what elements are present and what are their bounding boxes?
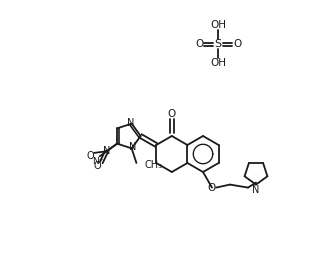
- Text: N: N: [252, 185, 260, 195]
- Text: N: N: [129, 142, 136, 152]
- Text: N: N: [127, 118, 134, 128]
- Text: CH₃: CH₃: [144, 160, 162, 170]
- Text: N: N: [103, 146, 110, 156]
- Text: O: O: [233, 39, 241, 49]
- Text: O: O: [86, 151, 94, 161]
- Text: S: S: [214, 39, 222, 49]
- Text: O: O: [208, 183, 216, 193]
- Text: O: O: [195, 39, 203, 49]
- Text: OH: OH: [210, 20, 226, 30]
- Text: OH: OH: [210, 58, 226, 68]
- Text: O: O: [168, 109, 176, 119]
- Text: O: O: [93, 161, 101, 171]
- Text: N⁺: N⁺: [92, 157, 104, 166]
